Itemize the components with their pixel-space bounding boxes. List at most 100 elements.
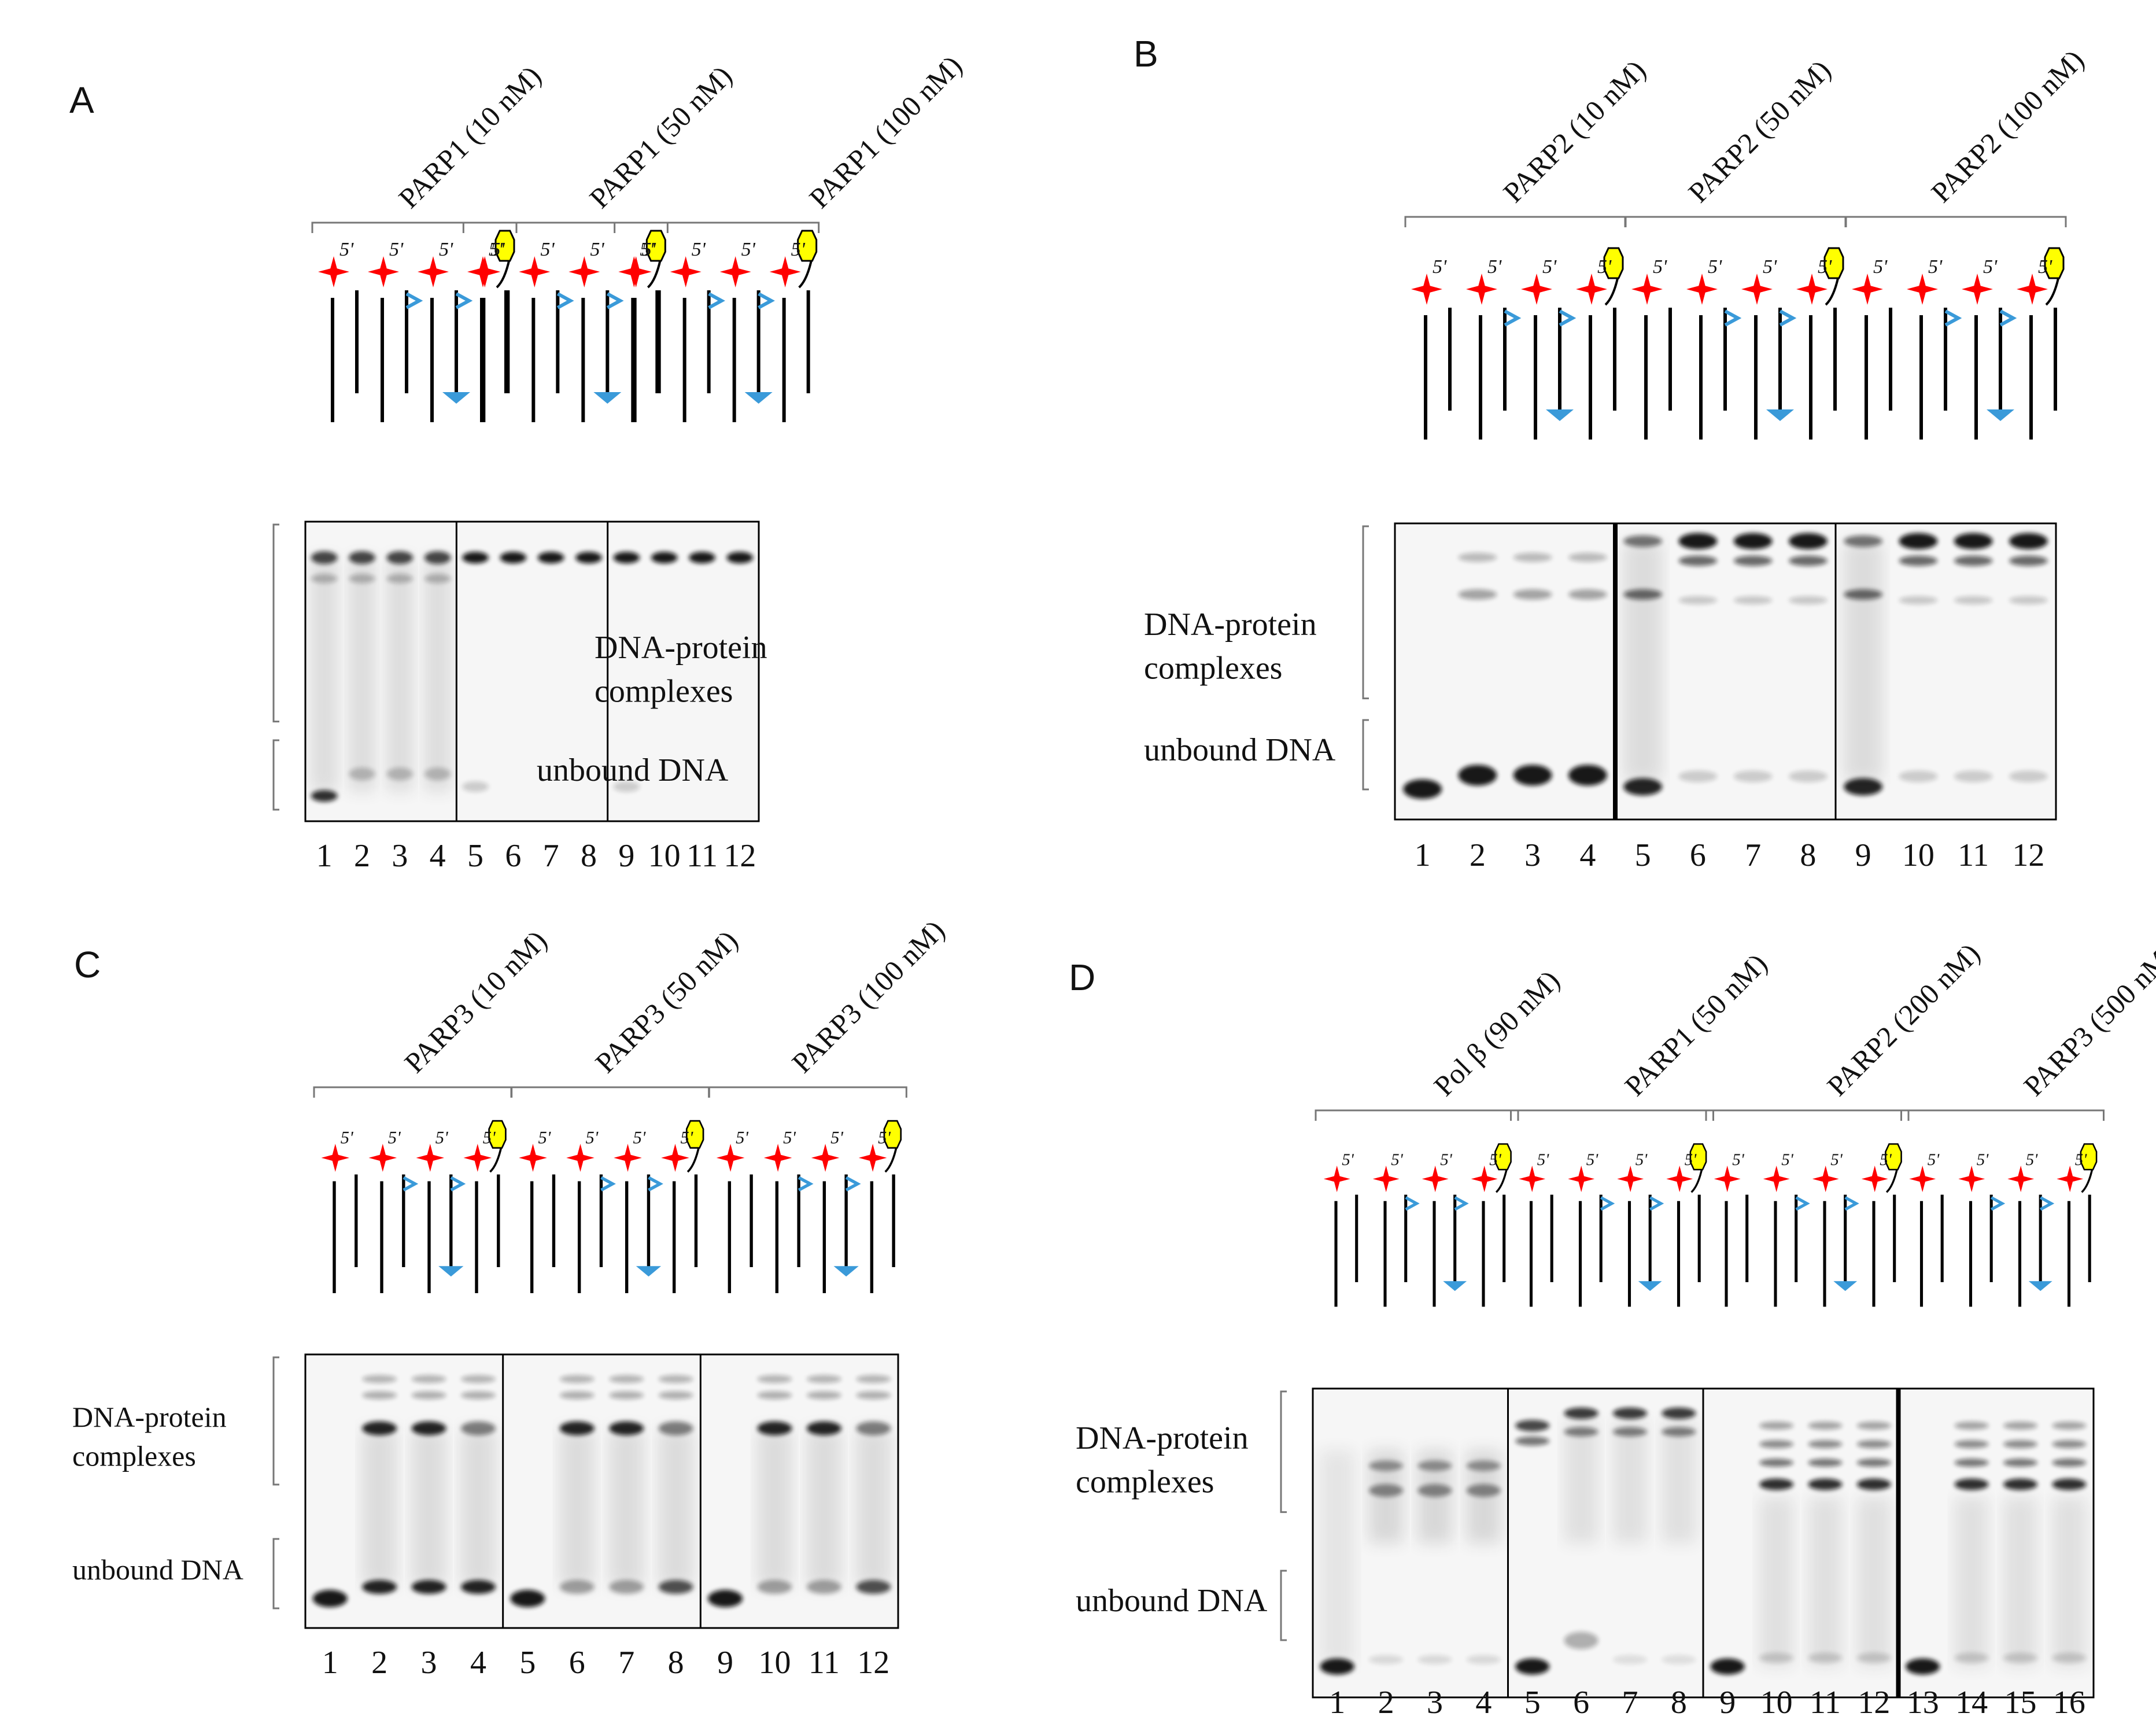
gel-band [2009,555,2048,566]
lesion-chevron-icon [1999,309,2017,327]
group-bracket [708,1086,907,1098]
gel-band [424,767,451,781]
gel-smear [386,558,414,792]
group-label: PARP1 (10 nM) [392,60,547,215]
five-prime-label: 5' [590,239,604,260]
lane-number: 12 [1858,1685,1890,1721]
damage-star-icon [469,256,501,287]
protein-tether [1604,275,1619,306]
gel-band [461,1391,496,1400]
gel-band [575,552,602,564]
complexes-label: DNA-protein [1076,1420,1249,1456]
gel-band [2052,1459,2087,1467]
five-prime-label: 5' [791,239,806,260]
damage-star-icon [1568,1165,1595,1193]
unbound-bracket [272,1538,279,1609]
damage-star-icon [1521,274,1552,305]
gel-band [461,1375,496,1383]
gel-band [1513,765,1552,786]
damage-star-icon [1471,1165,1498,1193]
five-prime-label: 5' [1586,1151,1598,1169]
lesion-triangle-icon [1546,409,1574,421]
gel-band [1733,770,1773,782]
group-bracket [1510,1109,1714,1121]
gel-band [1808,1652,1843,1663]
lesion-chevron-icon [556,292,574,309]
lesion-triangle-icon [744,392,773,404]
complexes-bracket [272,1356,279,1486]
complexes-label: complexes [1144,651,1282,686]
gel-band [1899,533,1938,549]
lesion-triangle-icon [1638,1281,1662,1291]
gel-smear [1564,1419,1598,1543]
gel-band [2009,770,2048,782]
gel-band [1417,1655,1452,1664]
five-prime-label: 5' [1928,256,1943,278]
lane-number: 1 [316,838,333,874]
group-bracket [511,1086,710,1098]
gel-band [2003,1459,2037,1467]
complexes-label: DNA-protein [595,630,767,666]
damage-star-icon [1422,1165,1449,1193]
gel-band [1513,552,1552,562]
protein-shape-icon [1823,247,1844,279]
lesion-triangle-icon [593,392,622,404]
gel-band [312,1590,348,1608]
damage-star-icon [1796,274,1828,305]
gel-bands [312,1375,891,1608]
complexes-bracket [272,523,279,723]
protein-shape-icon [797,230,818,262]
damage-star-icon [321,1143,350,1172]
lane-number: 12 [2012,837,2044,873]
five-prime-label: 5' [1983,256,1998,278]
gel-band [806,1580,841,1594]
lane-number: 6 [505,838,521,874]
panel-letter: D [1069,957,1095,998]
gel-band [2052,1422,2087,1430]
protein-shape-icon [883,1120,902,1149]
gel-band [1808,1478,1843,1490]
protein-tether [1885,1167,1899,1193]
lane-number: 14 [1955,1685,1988,1721]
five-prime-label: 5' [783,1128,796,1147]
gel-band [806,1375,841,1383]
unbound-bracket [1280,1570,1287,1641]
lesion-chevron-icon [606,292,624,309]
gel-smear [1662,1419,1696,1543]
lesion-chevron-icon [1649,1196,1664,1211]
gel-band [411,1375,446,1383]
damage-star-icon [1631,274,1663,305]
gel-band [806,1391,841,1400]
damage-star-icon [719,256,751,287]
protein-shape-icon [645,230,666,262]
lane-number: 10 [1902,837,1935,873]
gel-band [411,1391,446,1400]
five-prime-label: 5' [680,1128,693,1147]
five-prime-label: 5' [736,1128,748,1147]
gel-band [1759,1652,1794,1663]
lesion-chevron-icon [1724,309,1742,327]
five-prime-label: 5' [642,239,656,260]
gel-band [461,1580,496,1594]
gel-smear [1612,1419,1647,1543]
complexes-label: complexes [72,1440,196,1472]
gel-band [1515,1436,1550,1446]
gel-band [1954,770,1993,782]
lesion-chevron-icon [1990,1196,2006,1211]
gel-band [1789,770,1828,782]
protein-shape-icon [1885,1143,1902,1171]
gel-smear [1466,1450,1501,1543]
gel-band [1954,1478,1989,1490]
complexes-label: complexes [1076,1464,1214,1500]
gel-smear [1369,1450,1404,1543]
five-prime-label: 5' [585,1128,598,1147]
lane-number: 11 [1958,837,1989,873]
gel-band [1678,596,1718,604]
damage-star-icon [566,1143,595,1172]
gel-smear [806,1428,841,1588]
gel-smear [1954,1496,1989,1667]
lane-number: 3 [1427,1685,1443,1721]
gel-band [1733,555,1773,566]
